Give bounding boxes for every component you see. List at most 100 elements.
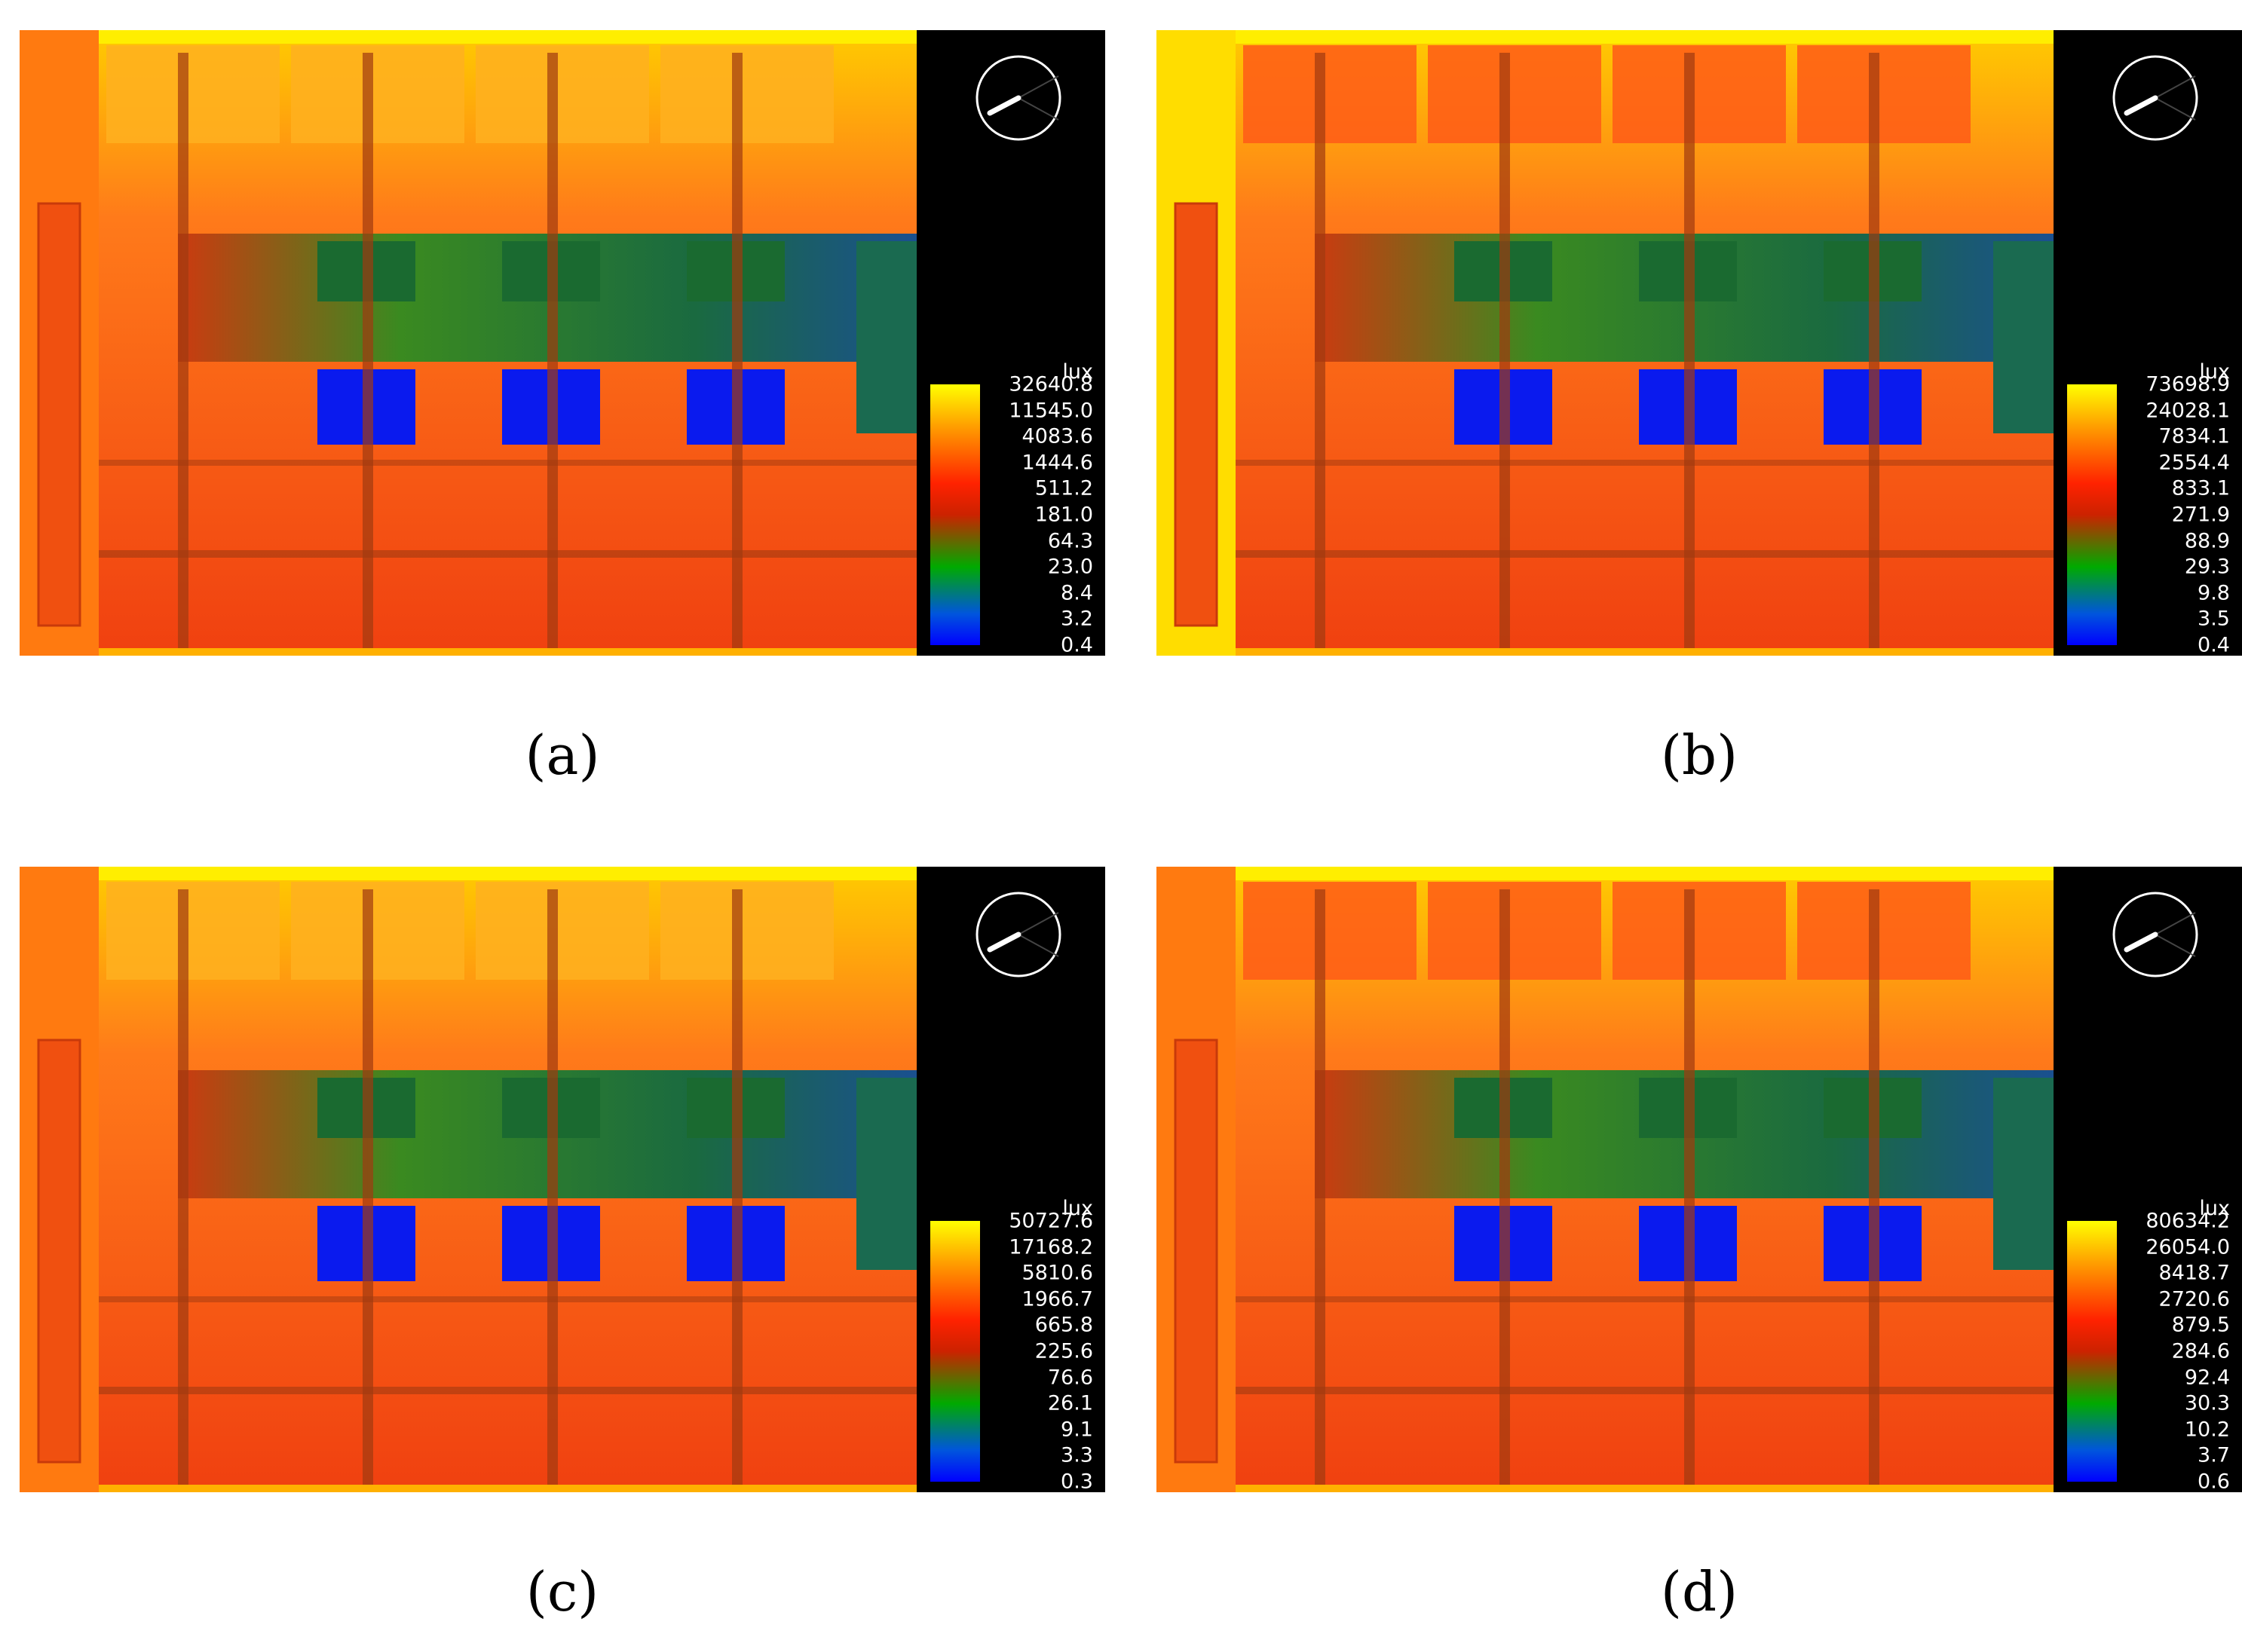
colorbar-tick-label: 8418.7 xyxy=(2158,1261,2230,1285)
colorbar-tick-label: 665.8 xyxy=(1034,1313,1093,1337)
colorbar-tick-label: 511.2 xyxy=(1034,476,1093,500)
column-wall xyxy=(547,889,558,1485)
colorbar-tick-label: 10.2 xyxy=(2184,1418,2230,1442)
colorbar-tick-label: 833.1 xyxy=(2171,476,2230,500)
column-wall xyxy=(363,889,373,1485)
colorbar-tick-label: 0.6 xyxy=(2198,1470,2230,1492)
compass-icon xyxy=(976,55,1061,141)
colorbar-ticks: 50727.6 17168.2 5810.6 1966.7 665.8 225.6 76.6… xyxy=(988,1211,1093,1492)
colorbar-tick-label: 0.3 xyxy=(1061,1470,1093,1492)
colorbar-tick-label: 9.1 xyxy=(1061,1418,1093,1442)
sunlit-room xyxy=(291,882,464,980)
illuminance-floor-plan xyxy=(1156,867,2054,1492)
colorbar-ticks: 73698.9 24028.1 7834.1 2554.4 833.1 271.9 88.9… xyxy=(2124,375,2230,656)
sunlit-room xyxy=(1428,882,1601,980)
illuminance-floor-plan xyxy=(20,30,917,656)
bright-edge xyxy=(1156,867,2054,880)
colorbar-tick-label: 73698.9 xyxy=(2146,372,2230,396)
sunlit-room xyxy=(1613,882,1786,980)
column-wall xyxy=(732,53,743,648)
colorbar-tick-label: 225.6 xyxy=(1034,1339,1093,1363)
colorbar-tick-label: 3.7 xyxy=(2198,1443,2230,1467)
south-wall xyxy=(1236,1387,2054,1394)
bright-edge xyxy=(20,867,917,880)
sunlit-room xyxy=(1797,45,1971,143)
colorbar-ticks: 32640.8 11545.0 4083.6 1444.6 511.2 181.0 64.3… xyxy=(988,375,1093,656)
staircase xyxy=(1174,1039,1218,1464)
column-wall xyxy=(1315,889,1325,1485)
colorbar-tick-label: 1444.6 xyxy=(1021,451,1093,475)
illuminance-floor-plan xyxy=(20,867,917,1492)
staircase xyxy=(37,202,81,627)
panel-caption-a: (a) xyxy=(525,724,600,787)
colorbar-gradient xyxy=(2067,1221,2117,1482)
sunlit-room xyxy=(660,45,834,143)
panel-d: lux 80634.2 26054.0 8418.7 2720.6 879.5 284.6… xyxy=(1156,867,2242,1492)
colorbar-gradient xyxy=(930,1221,980,1482)
sunlit-room xyxy=(1613,45,1786,143)
colorbar-gradient xyxy=(930,384,980,645)
column-wall xyxy=(1315,53,1325,648)
panel-caption-d: (d) xyxy=(1660,1560,1738,1623)
colorbar-tick-label: 17168.2 xyxy=(1009,1235,1093,1259)
east-core xyxy=(856,1078,917,1270)
colorbar-unit: lux xyxy=(1062,360,1093,384)
compass-icon xyxy=(976,892,1061,977)
colorbar-tick-label: 23.0 xyxy=(1047,555,1093,579)
colorbar-tick-label: 64.3 xyxy=(1047,529,1093,553)
east-core xyxy=(1993,1078,2054,1270)
panel-c: lux 50727.6 17168.2 5810.6 1966.7 665.8 225.6… xyxy=(20,867,1105,1492)
colorbar-tick-label: 0.4 xyxy=(1061,633,1093,656)
colorbar-tick-label: 4083.6 xyxy=(1021,424,1093,448)
colorbar-unit: lux xyxy=(2199,1197,2230,1220)
colorbar-ticks: 80634.2 26054.0 8418.7 2720.6 879.5 284.6 92.4… xyxy=(2124,1211,2230,1492)
colorbar-tick-label: 3.3 xyxy=(1061,1443,1093,1467)
sunlit-room xyxy=(291,45,464,143)
colorbar-tick-label: 7834.1 xyxy=(2158,424,2230,448)
column-wall xyxy=(1499,53,1510,648)
sunlit-room xyxy=(106,45,280,143)
partition-wall xyxy=(1236,460,2054,466)
colorbar-tick-label: 29.3 xyxy=(2184,555,2230,579)
panel-a: lux 32640.8 11545.0 4083.6 1444.6 511.2 181.0… xyxy=(20,30,1105,656)
south-facade xyxy=(99,1485,917,1492)
south-facade xyxy=(1236,648,2054,656)
colorbar-tick-label: 284.6 xyxy=(2171,1339,2230,1363)
column-wall xyxy=(178,53,188,648)
column-wall xyxy=(1499,889,1510,1485)
colorbar-unit: lux xyxy=(2199,360,2230,384)
south-facade xyxy=(1236,1485,2054,1492)
colorbar-tick-label: 1966.7 xyxy=(1021,1287,1093,1311)
colorbar-tick-label: 92.4 xyxy=(2184,1366,2230,1390)
partition-wall xyxy=(99,1296,917,1302)
colorbar-tick-label: 30.3 xyxy=(2184,1391,2230,1415)
colorbar-tick-label: 9.8 xyxy=(2198,581,2230,605)
colorbar-tick-label: 80634.2 xyxy=(2146,1209,2230,1233)
colorbar-tick-label: 2554.4 xyxy=(2158,451,2230,475)
compass-icon xyxy=(2112,892,2198,977)
partition-wall xyxy=(99,460,917,466)
colorbar-panel: lux 32640.8 11545.0 4083.6 1444.6 511.2 181.0… xyxy=(917,30,1105,656)
sunlit-room xyxy=(660,882,834,980)
column-wall xyxy=(1684,889,1695,1485)
staircase xyxy=(37,1039,81,1464)
panel-caption-b: (b) xyxy=(1660,724,1738,787)
bright-edge xyxy=(20,30,917,44)
sunlit-room xyxy=(1428,45,1601,143)
colorbar-panel: lux 50727.6 17168.2 5810.6 1966.7 665.8 225.6… xyxy=(917,867,1105,1492)
colorbar-tick-label: 271.9 xyxy=(2171,503,2230,527)
column-wall xyxy=(1869,53,1879,648)
sunlit-room xyxy=(1797,882,1971,980)
south-facade xyxy=(99,648,917,656)
sunlit-room xyxy=(106,882,280,980)
sunlit-room xyxy=(476,882,649,980)
south-wall xyxy=(99,550,917,558)
east-core xyxy=(856,241,917,433)
colorbar-tick-label: 50727.6 xyxy=(1009,1209,1093,1233)
east-core xyxy=(1993,241,2054,433)
colorbar-tick-label: 0.4 xyxy=(2198,633,2230,656)
colorbar-tick-label: 3.2 xyxy=(1061,607,1093,631)
compass-icon xyxy=(2112,55,2198,141)
colorbar-tick-label: 8.4 xyxy=(1061,581,1093,605)
colorbar-unit: lux xyxy=(1062,1197,1093,1220)
